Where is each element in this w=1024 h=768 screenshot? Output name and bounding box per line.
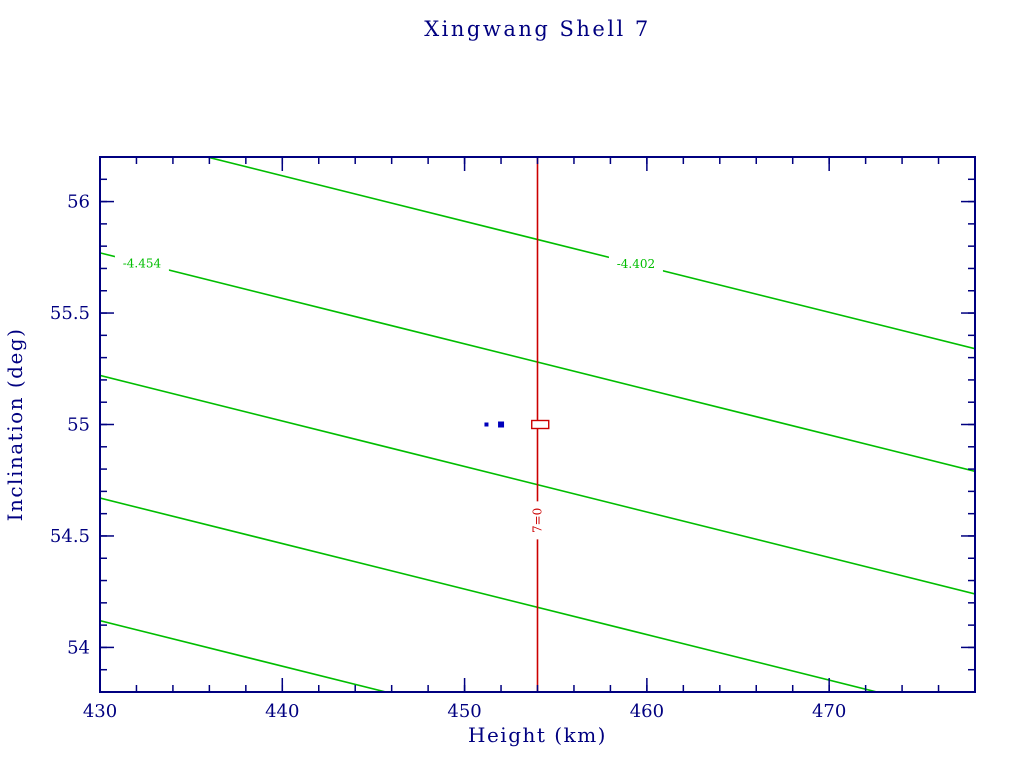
resonance-label: 7=0 — [531, 508, 545, 533]
x-tick-label: 450 — [447, 701, 481, 722]
plot-area: -4.402 -4.454 7=0 — [100, 157, 975, 692]
target-box-marker — [531, 419, 550, 430]
contour-label: -4.402 — [617, 257, 655, 271]
contour-label-gap — [608, 256, 663, 273]
x-tick-label: 430 — [83, 701, 117, 722]
x-tick-label: 460 — [630, 701, 664, 722]
contour-label: -4.454 — [123, 256, 162, 270]
contour-line — [100, 619, 390, 692]
x-tick-label: 470 — [812, 701, 846, 722]
contour-label-gap — [114, 255, 169, 272]
resonance-label-gap — [529, 501, 546, 540]
satellite-marker — [484, 422, 489, 427]
y-tick-label: 55 — [67, 415, 90, 436]
satellite-marker — [498, 421, 505, 428]
y-tick-label: 55.5 — [50, 303, 90, 324]
x-axis-label: Height (km) — [468, 723, 607, 747]
chart-title: Xingwang Shell 7 — [424, 17, 651, 41]
y-tick-label: 56 — [67, 192, 90, 213]
x-tick-label: 440 — [265, 701, 299, 722]
y-tick-label: 54 — [67, 637, 90, 658]
y-tick-label: 54.5 — [50, 526, 90, 547]
y-axis-label: Inclination (deg) — [3, 328, 27, 522]
